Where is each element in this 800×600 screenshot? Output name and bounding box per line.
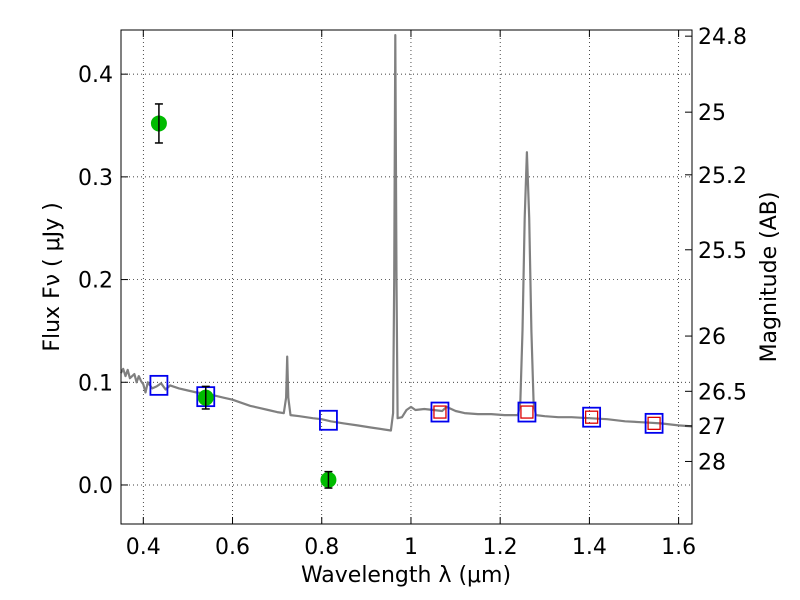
x-tick-label: 0.8	[304, 535, 339, 560]
model-photometry-marker	[319, 409, 338, 431]
y-tick-label: 0.1	[78, 371, 113, 396]
model-photometry-marker	[644, 412, 664, 434]
model-photometry-marker	[149, 374, 169, 396]
y-tick-label: 0.2	[78, 269, 113, 294]
x-tick-label: 1.6	[661, 535, 696, 560]
y-tick-label: 0.4	[78, 63, 113, 88]
magnitude-tick-label: 25.5	[698, 239, 747, 264]
y-tick-label: 0.0	[78, 474, 113, 499]
y-tick-label: 0.3	[78, 166, 113, 191]
magnitude-tick-label: 25.2	[698, 164, 747, 189]
x-axis-label: Wavelength λ (μm)	[301, 563, 511, 588]
magnitude-tick-label: 26.5	[698, 380, 747, 405]
y-axis-label-left: Flux Fν ( μJy )	[40, 202, 65, 351]
magnitude-tick-label: 25	[698, 101, 726, 126]
x-tick-label: 1	[404, 535, 418, 560]
x-tick-label: 1.2	[483, 535, 518, 560]
upper-limit-marker	[433, 405, 447, 419]
y-axis-label-right: Magnitude (AB)	[757, 192, 782, 363]
x-tick-label: 0.6	[215, 535, 250, 560]
x-tick-label: 1.4	[572, 535, 607, 560]
magnitude-tick-label: 28	[698, 450, 726, 475]
model-photometry-marker	[430, 401, 450, 423]
upper-limit-marker	[647, 416, 661, 431]
magnitude-tick-label: 27	[698, 415, 726, 440]
x-tick-label: 0.4	[126, 535, 161, 560]
plot-frame	[120, 29, 693, 525]
upper-limit-marker	[520, 405, 534, 419]
data-layer	[120, 34, 693, 489]
model-photometry-marker	[582, 406, 602, 428]
tick-layer: 0.4 0.6 0.8 1 1.2 1.4 1.6 0.0 0.1 0.2 0.3 0.4 24.8 25…	[78, 25, 747, 560]
magnitude-tick-label: 24.8	[698, 25, 747, 50]
upper-limit-marker	[584, 410, 599, 424]
spectrum-line	[120, 34, 693, 432]
model-photometry-marker	[517, 401, 537, 423]
magnitude-tick-label: 26	[698, 325, 726, 350]
